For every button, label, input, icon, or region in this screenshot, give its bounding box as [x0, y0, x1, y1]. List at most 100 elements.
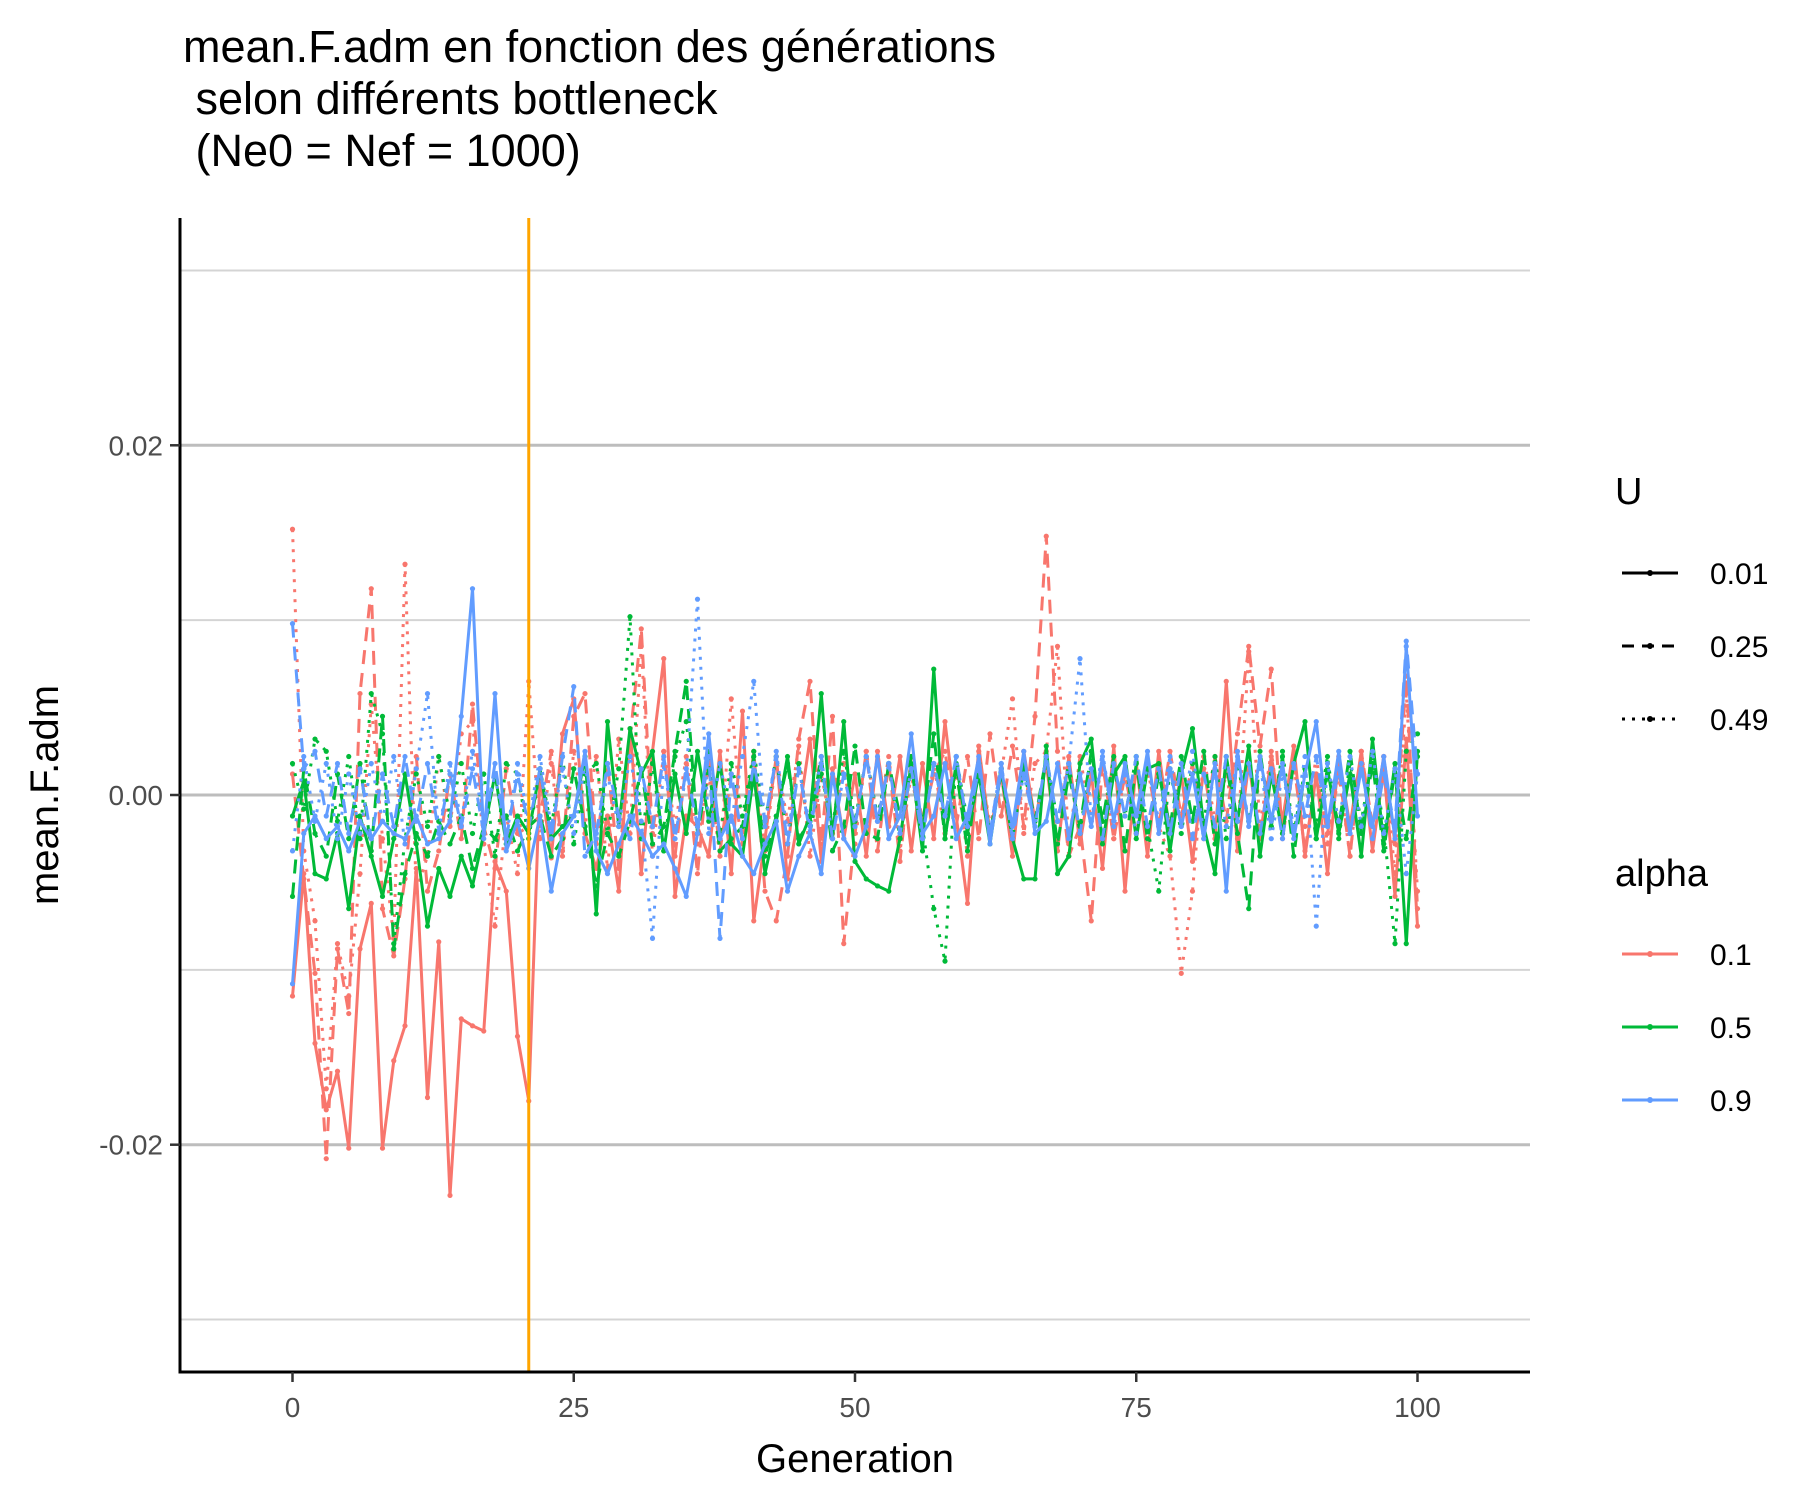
data-point: [852, 823, 858, 830]
data-point: [1223, 823, 1229, 830]
data-point: [1156, 766, 1162, 772]
data-point: [548, 823, 554, 830]
data-point: [559, 830, 566, 837]
data-point: [1156, 748, 1162, 754]
x-tick-label: 50: [839, 1392, 870, 1423]
data-point: [1009, 853, 1016, 859]
data-point: [1347, 853, 1353, 859]
data-point: [1336, 748, 1342, 754]
data-point: [391, 830, 397, 837]
data-point: [469, 718, 476, 725]
data-point: [1099, 841, 1106, 847]
title-line: (Ne0 = Nef = 1000): [183, 125, 581, 176]
data-point: [683, 830, 689, 837]
data-point: [1054, 643, 1061, 649]
data-point: [1291, 760, 1297, 767]
data-point: [1302, 853, 1308, 859]
data-point: [323, 748, 329, 754]
legend-key-point: [1647, 643, 1653, 649]
data-point: [301, 806, 307, 812]
data-point: [469, 1023, 476, 1029]
data-point: [987, 830, 993, 837]
data-point: [481, 830, 487, 837]
data-point: [739, 813, 746, 819]
data-point: [1088, 736, 1094, 742]
y-tick-label: 0.02: [109, 430, 164, 461]
data-point: [751, 748, 757, 754]
data-point: [1167, 748, 1173, 754]
data-point: [559, 766, 566, 772]
data-point: [391, 946, 397, 952]
data-point: [897, 836, 903, 842]
data-point: [1313, 923, 1319, 929]
data-point: [582, 690, 588, 697]
data-point: [1336, 818, 1342, 824]
data-point: [863, 753, 869, 760]
data-point: [1246, 906, 1252, 912]
legend-key-point: [1647, 1097, 1653, 1103]
data-point: [1358, 853, 1364, 859]
data-point: [571, 713, 577, 719]
data-point: [1313, 718, 1319, 725]
data-point: [469, 865, 476, 872]
data-point: [717, 853, 723, 859]
data-point: [1246, 823, 1252, 830]
data-point: [683, 678, 689, 684]
data-point: [1268, 748, 1274, 754]
data-point: [694, 823, 701, 830]
data-point: [301, 753, 307, 760]
data-point: [1212, 823, 1218, 830]
data-point: [323, 876, 329, 882]
data-point: [424, 1094, 431, 1101]
data-point: [818, 690, 824, 697]
data-point: [964, 848, 971, 854]
data-point: [1223, 836, 1229, 842]
data-point: [1032, 713, 1038, 719]
data-point: [829, 771, 836, 777]
data-point: [796, 813, 802, 819]
data-point: [683, 893, 689, 900]
data-point: [1009, 696, 1016, 702]
data-point: [796, 853, 802, 859]
data-point: [649, 853, 656, 859]
title-line: mean.F.adm en fonction des générations: [183, 21, 996, 72]
data-point: [1032, 823, 1038, 830]
data-point: [942, 958, 948, 964]
data-point: [469, 701, 476, 707]
data-point: [1054, 841, 1061, 847]
data-point: [1369, 848, 1376, 854]
data-point: [874, 883, 881, 889]
data-point: [1414, 888, 1421, 894]
data-point: [773, 918, 779, 924]
data-point: [1302, 753, 1308, 760]
data-point: [548, 853, 554, 859]
data-point: [841, 836, 847, 842]
data-point: [1122, 760, 1128, 767]
data-point: [897, 830, 903, 837]
legend-label: 0.01: [1710, 558, 1768, 591]
data-point: [672, 771, 678, 777]
data-point: [807, 830, 813, 837]
data-point: [784, 753, 791, 760]
data-point: [312, 818, 318, 824]
data-point: [728, 871, 734, 877]
data-point: [908, 731, 914, 737]
data-point: [1167, 830, 1173, 837]
data-point: [559, 853, 566, 859]
data-point: [1043, 533, 1049, 539]
data-point: [436, 848, 442, 854]
data-point: [1268, 666, 1274, 672]
data-point: [638, 818, 644, 824]
data-point: [874, 848, 881, 854]
data-point: [1212, 753, 1218, 760]
data-point: [1054, 871, 1061, 877]
data-point: [1381, 753, 1387, 760]
data-point: [424, 923, 431, 929]
data-point: [1403, 836, 1409, 842]
data-point: [1066, 753, 1072, 760]
data-point: [1369, 736, 1376, 742]
data-point: [469, 830, 476, 837]
data-point: [1414, 771, 1421, 777]
data-point: [357, 830, 363, 837]
data-point: [312, 970, 318, 976]
